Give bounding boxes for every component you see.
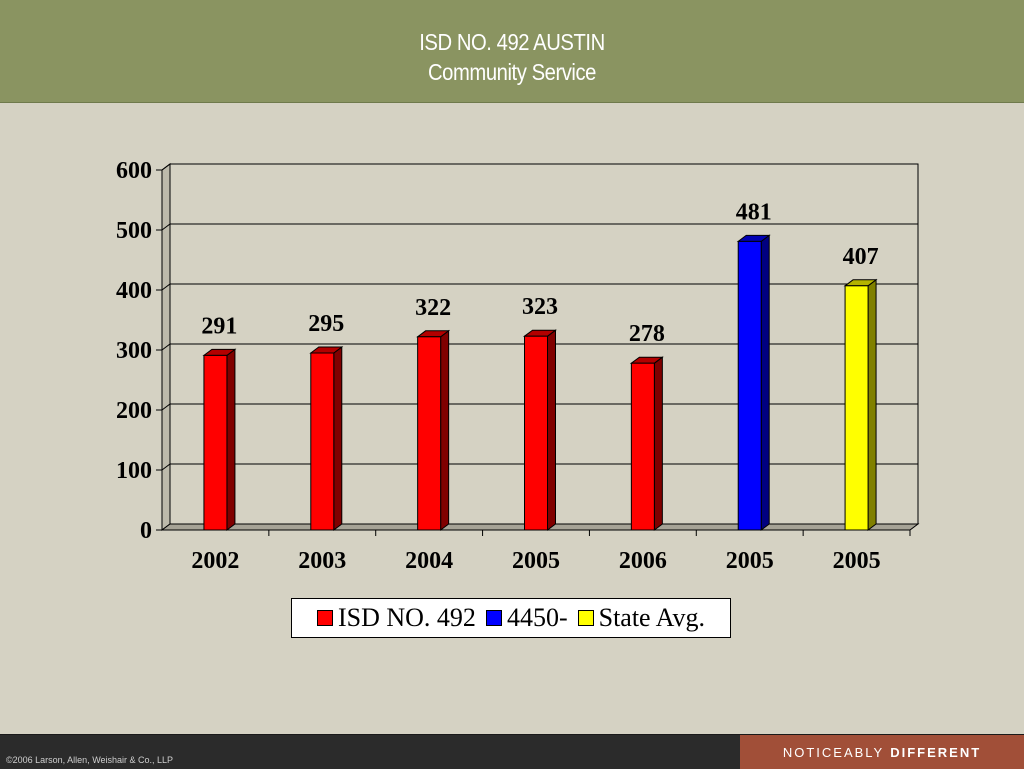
- tagline-bold: DIFFERENT: [890, 744, 982, 760]
- x-tick-label: 2003: [298, 548, 346, 574]
- data-label: 295: [308, 311, 344, 337]
- bar-chart: 0 100 200 300 400 500 600 2002 2003 2004 2005 2006 2…: [116, 158, 920, 574]
- data-label: 322: [415, 295, 451, 321]
- bar-side: [226, 348, 236, 531]
- y-tick-label: 300: [116, 338, 152, 364]
- legend-swatch: [577, 610, 594, 626]
- legend-label: 4450-: [506, 603, 568, 632]
- y-tick-label: 400: [116, 278, 152, 304]
- bar: [524, 335, 548, 531]
- y-tick-label: 200: [116, 398, 152, 424]
- bar-side: [867, 278, 877, 531]
- data-label: 291: [201, 313, 237, 339]
- bar-side: [547, 329, 556, 531]
- data-label: 407: [843, 244, 879, 270]
- bar: [844, 285, 869, 531]
- bar-side: [653, 356, 663, 531]
- legend-item: State Avg.: [577, 603, 706, 633]
- legend-swatch: [485, 610, 502, 626]
- gridline: [161, 163, 918, 171]
- x-tick-label: 2005: [833, 548, 881, 574]
- x-tick-label: 2004: [405, 548, 453, 574]
- bar: [630, 362, 655, 531]
- slide-subtitle: Community Service: [428, 59, 596, 85]
- data-label: 278: [629, 321, 665, 347]
- slide-title: ISD NO. 492 AUSTIN: [419, 29, 605, 55]
- bar: [737, 240, 762, 531]
- bar-side: [760, 234, 770, 531]
- data-label: 481: [736, 199, 772, 225]
- y-tick-label: 500: [116, 218, 152, 244]
- legend-label: State Avg.: [598, 603, 706, 632]
- legend-swatch: [316, 610, 333, 626]
- x-tick-label: 2002: [191, 548, 239, 574]
- gridline: [161, 463, 918, 471]
- gridline: [161, 283, 918, 291]
- bar: [417, 336, 442, 531]
- tagline-normal: NOTICEABLY: [782, 744, 885, 760]
- chart-legend: ISD NO. 492 4450- State Avg.: [291, 598, 731, 638]
- y-tick-label: 100: [116, 458, 152, 484]
- slide-footer: ©2006 Larson, Allen, Weishair & Co., LLP…: [0, 734, 1024, 769]
- bar: [203, 354, 228, 531]
- legend-item: 4450-: [485, 603, 568, 633]
- bar-side: [333, 346, 343, 531]
- data-label: 323: [522, 294, 558, 320]
- y-tick-label: 600: [116, 158, 152, 184]
- copyright-text: ©2006 Larson, Allen, Weishair & Co., LLP: [6, 755, 174, 765]
- gridline: [161, 223, 918, 231]
- x-tick-label: 2006: [619, 548, 667, 574]
- legend-item: ISD NO. 492: [316, 603, 476, 633]
- tagline-banner: NOTICEABLY DIFFERENT: [740, 735, 1024, 769]
- slide-header: ISD NO. 492 AUSTIN Community Service: [0, 0, 1024, 103]
- bar-side: [440, 329, 450, 531]
- x-tick-label: 2005: [726, 548, 774, 574]
- x-tick-label: 2005: [512, 548, 560, 574]
- gridline: [161, 343, 918, 351]
- y-tick-label: 0: [140, 518, 152, 544]
- legend-label: ISD NO. 492: [337, 603, 476, 632]
- bar: [310, 352, 335, 531]
- gridline: [161, 403, 918, 411]
